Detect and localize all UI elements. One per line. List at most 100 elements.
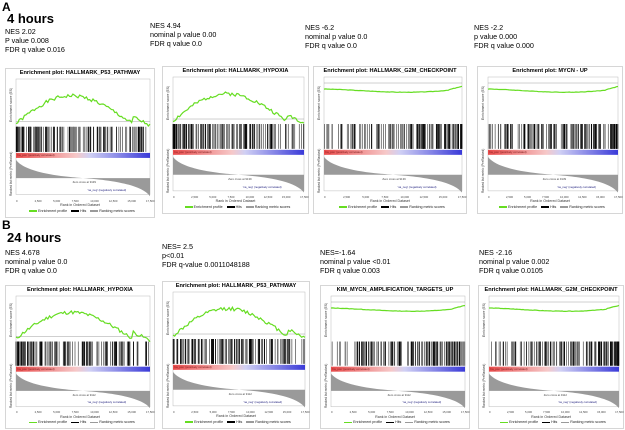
plot-title: Enrichment plot: HALLMARK_HYPOXIA [182, 68, 289, 74]
gsea-plot: Enrichment plot: HALLMARK_P53_PATHWAY Enr… [162, 281, 310, 429]
x-tick-label: 5,000 [524, 194, 532, 199]
x-axis-label: Rank in Ordered Dataset [60, 202, 100, 207]
x-tick-label: 17,500 [614, 194, 623, 199]
stats-line: nominal p value 0.0 [305, 32, 368, 41]
correlation-gradient-bar [489, 366, 619, 372]
legend-swatch [29, 421, 38, 423]
ranking-metric-area [489, 373, 619, 409]
x-axis-label: Rank in Ordered Dataset [215, 199, 256, 204]
x-axis-label: Rank in Ordered Dataset [375, 414, 415, 419]
x-tick-label: 10,000 [246, 409, 255, 414]
stats-line: P value 0.008 [5, 36, 49, 45]
plot-legend: Enrichment profile Hits Ranking metric sco… [6, 209, 154, 213]
correlation-gradient-bar [16, 366, 150, 372]
legend-label: Hits [80, 420, 87, 425]
x-tick-label: 5,000 [209, 194, 217, 199]
plot-legend: Enrichment profile Hits Ranking metric sco… [163, 205, 308, 209]
x-tick-label: 17,500 [300, 194, 309, 199]
x-tick-label: 0 [173, 409, 175, 414]
ranking-metric-area [16, 159, 150, 197]
x-axis-label: Rank in Ordered Dataset [216, 414, 256, 419]
x-tick-label: 17,500 [145, 198, 155, 203]
x-tick-label: 0 [324, 194, 326, 199]
rank-axis-label: Ranked list metric (PreRanked) [481, 148, 485, 193]
stats-block: NES -2.2 p value 0.000 FDR q value 0.000 [474, 23, 534, 50]
gsea-plot: KIM_MYCN_AMPLIFICATION_TARGETS_UP Enrichm… [320, 285, 470, 429]
x-tick-label: 15,000 [597, 410, 606, 415]
x-tick-label: 2,500 [34, 198, 42, 203]
ranking-metric-area [488, 156, 618, 193]
x-tick-label: 12,500 [108, 410, 118, 415]
correlation-gradient-bar [173, 364, 305, 370]
x-tick-label: 10,000 [561, 410, 570, 415]
legend-label: Ranking metric scores [414, 420, 450, 425]
x-tick-label: 0 [331, 410, 333, 415]
stats-block: NES -6.2 nominal p value 0.0 FDR q value 0… [305, 23, 367, 50]
x-tick-label: 17,500 [457, 194, 467, 199]
hits-barcode [488, 124, 619, 149]
hits-barcode [15, 341, 149, 366]
x-tick-label: 10,000 [245, 194, 255, 199]
hits-barcode [15, 126, 147, 152]
stats-block: NES= 2.5 p<0.01 FDR q-value 0.0011048188 [162, 242, 250, 269]
ranking-metric-area [331, 373, 465, 409]
legend-swatch [381, 206, 390, 208]
x-tick-label: 5,000 [209, 409, 217, 414]
x-tick-row: 0 2,500 5,000 7,500 10,000 12,500 15,000 17,500 [324, 194, 466, 200]
positive-correlation-label: 'na_pos' (positively correlated) [174, 150, 212, 155]
stats-line: FDR q-value 0.0011048188 [162, 260, 250, 269]
enrichment-profile-line [489, 304, 620, 313]
x-tick-label: 7,500 [71, 198, 79, 203]
legend-label: Hits [551, 420, 558, 425]
x-tick-label: 17,500 [460, 410, 470, 415]
stats-line: NES 4.94 [150, 21, 181, 30]
x-tick-label: 15,000 [442, 410, 451, 415]
stats-line: NES -6.2 [305, 23, 335, 32]
enrichment-profile-line [15, 310, 151, 343]
x-tick-row: 0 2,500 5,000 7,500 10,000 12,500 15,000 17,500 [489, 410, 624, 415]
hits-barcode [491, 341, 620, 366]
x-tick-label: 2,500 [506, 194, 513, 199]
legend-swatch [500, 421, 509, 423]
gsea-plot: Enrichment plot: HALLMARK_HYPOXIA Enrichm… [5, 285, 155, 429]
legend-label: Enrichment profile [194, 419, 224, 424]
legend-swatch [185, 421, 194, 423]
enrichment-profile-line [487, 85, 619, 93]
rank-axis-label: Ranked list metric (PreRanked) [9, 363, 13, 409]
zero-cross-label: Zero cross at 9112 [72, 392, 96, 397]
x-tick-label: 5,000 [53, 410, 61, 415]
x-tick-label: 2,500 [191, 409, 199, 414]
x-tick-label: 10,000 [405, 410, 414, 415]
zero-cross-label: Zero cross at 9139 [382, 176, 406, 181]
negative-correlation-label: 'na_neg' (negatively correlated) [87, 400, 127, 405]
zero-cross-label: Zero cross at 9112 [228, 391, 252, 396]
x-tick-label: 17,500 [145, 410, 155, 415]
plot-title: Enrichment plot: HALLMARK_P53_PATHWAY [175, 283, 297, 289]
x-tick-row: 0 2,500 5,000 7,500 10,000 12,500 15,000 17,500 [331, 410, 470, 415]
correlation-gradient-bar [331, 366, 465, 372]
x-tick-label: 7,500 [71, 410, 79, 415]
zero-cross-label: Zero cross at 9139 [228, 176, 252, 181]
correlation-gradient-bar [488, 149, 618, 155]
stats-line: FDR q value 0.0 [5, 266, 57, 275]
plot-title: Enrichment plot: MYCN - UP [512, 68, 588, 74]
legend-label: Enrichment profile [38, 420, 68, 425]
hits-barcode [172, 124, 305, 149]
x-tick-label: 15,000 [438, 194, 448, 199]
stats-block: NES 4.678 nominal p value 0.0 FDR q value … [5, 248, 67, 275]
legend-swatch [245, 206, 254, 208]
negative-correlation-label: 'na_neg' (negatively correlated) [557, 184, 597, 189]
x-tick-label: 2,500 [507, 410, 514, 415]
x-axis-label: Rank in Ordered Dataset [531, 414, 571, 419]
legend-swatch [90, 210, 99, 212]
section-title-b: 24 hours [7, 230, 62, 245]
legend-swatch [184, 206, 193, 208]
legend-label: Enrichment profile [193, 204, 223, 209]
legend-label: Enrichment profile [38, 208, 68, 213]
x-tick-row: 0 2,500 5,000 7,500 10,000 12,500 15,000 17,500 [16, 198, 155, 204]
plot-graphics [330, 295, 466, 409]
legend-label: Enrichment profile [509, 420, 539, 425]
x-tick-label: 7,500 [227, 409, 235, 414]
stats-line: NES -2.16 [479, 248, 513, 257]
positive-correlation-label: 'na_pos' (positively correlated) [332, 367, 370, 372]
